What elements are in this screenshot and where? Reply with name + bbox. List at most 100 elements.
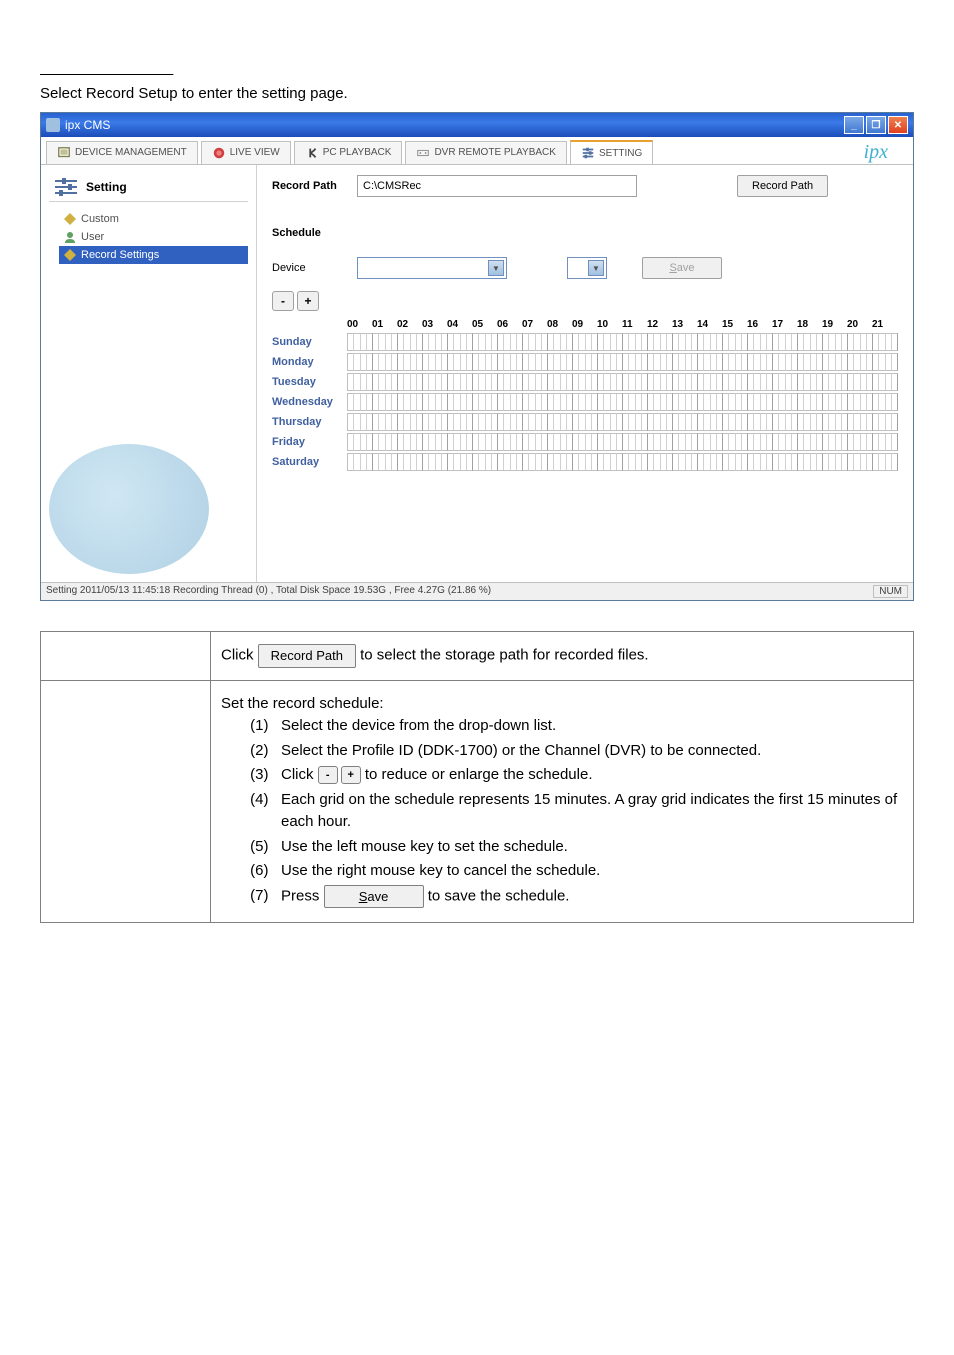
hour-label: 02 <box>397 319 422 330</box>
schedule-grid: 0001020304050607080910111213141516171819… <box>272 319 898 473</box>
close-button[interactable]: ✕ <box>888 116 908 134</box>
inline-zoom-minus: - <box>318 766 338 784</box>
inst-title: Set the record schedule: <box>221 693 903 716</box>
tab-label: LIVE VIEW <box>230 147 280 158</box>
sidebar: Setting Custom User <box>41 165 257 582</box>
hour-labels: 0001020304050607080910111213141516171819… <box>272 319 898 330</box>
grid-cell[interactable] <box>892 433 898 451</box>
sidebar-item-label: Record Settings <box>81 249 159 261</box>
grid-cells[interactable] <box>347 413 898 431</box>
day-label: Tuesday <box>272 376 347 388</box>
grid-cell[interactable] <box>892 373 898 391</box>
app-icon <box>46 118 60 132</box>
hour-label: 00 <box>347 319 372 330</box>
maximize-button[interactable]: ❐ <box>866 116 886 134</box>
sidebar-item-label: User <box>81 231 104 243</box>
inst-text: to reduce or enlarge the schedule. <box>365 766 593 783</box>
profile-dropdown[interactable]: ▼ <box>567 257 607 279</box>
titlebar: ipx CMS _ ❐ ✕ <box>41 113 913 137</box>
tab-setting[interactable]: SETTING <box>570 140 653 164</box>
grid-cells[interactable] <box>347 353 898 371</box>
inline-save-button: Save <box>324 885 424 909</box>
grid-cell[interactable] <box>892 393 898 411</box>
inst-text: Click <box>281 766 318 783</box>
grid-cell[interactable] <box>892 333 898 351</box>
main-panel: Record Path Record Path Schedule Device … <box>257 165 913 582</box>
grid-cell[interactable] <box>892 353 898 371</box>
ipx-logo: ipx <box>864 141 908 164</box>
tab-label: DVR REMOTE PLAYBACK <box>434 147 556 158</box>
record-icon <box>64 249 76 261</box>
tab-bar: DEVICE MANAGEMENT LIVE VIEW PC PLAYBACK … <box>41 137 913 165</box>
day-row: Wednesday <box>272 393 898 411</box>
hour-label: 04 <box>447 319 472 330</box>
grid-cell[interactable] <box>892 453 898 471</box>
device-dropdown[interactable]: ▼ <box>357 257 507 279</box>
tab-device-management[interactable]: DEVICE MANAGEMENT <box>46 141 198 164</box>
tab-dvr-playback[interactable]: DVR REMOTE PLAYBACK <box>405 141 567 164</box>
instruction-table: Click Record Path to select the storage … <box>40 631 914 923</box>
inst-cell-left-2 <box>41 680 211 923</box>
hour-label: 08 <box>547 319 572 330</box>
intro-text: Select Record Setup to enter the setting… <box>40 85 914 102</box>
pc-playback-icon <box>305 146 319 160</box>
hour-label: 19 <box>822 319 847 330</box>
grid-cells[interactable] <box>347 333 898 351</box>
dvr-icon <box>416 146 430 160</box>
intro-underline <box>40 60 173 77</box>
zoom-out-button[interactable]: - <box>272 291 294 311</box>
inst-cell-left-1 <box>41 632 211 681</box>
tab-pc-playback[interactable]: PC PLAYBACK <box>294 141 403 164</box>
chevron-down-icon: ▼ <box>488 260 504 276</box>
sidebar-item-user[interactable]: User <box>59 228 248 246</box>
grid-cells[interactable] <box>347 373 898 391</box>
status-num: NUM <box>873 585 908 598</box>
inst-item: Select the Profile ID (DDK-1700) or the … <box>281 740 903 763</box>
inst-text: to select the storage path for recorded … <box>360 647 649 664</box>
hour-label: 11 <box>622 319 647 330</box>
hour-label: 17 <box>772 319 797 330</box>
inst-cell-right-1: Click Record Path to select the storage … <box>211 632 914 681</box>
grid-cells[interactable] <box>347 453 898 471</box>
custom-icon <box>64 213 76 225</box>
grid-cell[interactable] <box>892 413 898 431</box>
hour-label: 06 <box>497 319 522 330</box>
hour-label: 01 <box>372 319 397 330</box>
record-path-label: Record Path <box>272 180 347 192</box>
sidebar-item-label: Custom <box>81 213 119 225</box>
minimize-button[interactable]: _ <box>844 116 864 134</box>
inst-text: Press <box>281 887 324 904</box>
hour-label: 07 <box>522 319 547 330</box>
tab-label: SETTING <box>599 148 642 159</box>
day-label: Monday <box>272 356 347 368</box>
grid-cells[interactable] <box>347 393 898 411</box>
day-row: Friday <box>272 433 898 451</box>
settings-icon <box>54 178 78 196</box>
inline-zoom-plus: + <box>341 766 361 784</box>
hour-label: 10 <box>597 319 622 330</box>
day-label: Thursday <box>272 416 347 428</box>
inst-item: Use the right mouse key to cancel the sc… <box>281 860 903 883</box>
record-path-input[interactable] <box>357 175 637 197</box>
zoom-in-button[interactable]: + <box>297 291 319 311</box>
globe-image <box>49 444 209 574</box>
window-title: ipx CMS <box>65 118 110 132</box>
sidebar-item-custom[interactable]: Custom <box>59 210 248 228</box>
inst-item: Select the device from the drop-down lis… <box>281 715 903 738</box>
sidebar-item-record-settings[interactable]: Record Settings <box>59 246 248 264</box>
save-button[interactable]: Save <box>642 257 722 279</box>
tab-live-view[interactable]: LIVE VIEW <box>201 141 291 164</box>
chevron-down-icon: ▼ <box>588 260 604 276</box>
inst-item: Click - + to reduce or enlarge the sched… <box>281 764 903 787</box>
sidebar-title: Setting <box>86 180 127 194</box>
hour-label: 14 <box>697 319 722 330</box>
inst-item: Use the left mouse key to set the schedu… <box>281 836 903 859</box>
hour-label: 18 <box>797 319 822 330</box>
grid-cells[interactable] <box>347 433 898 451</box>
day-row: Thursday <box>272 413 898 431</box>
status-bar: Setting 2011/05/13 11:45:18 Recording Th… <box>41 582 913 600</box>
record-path-button[interactable]: Record Path <box>737 175 828 197</box>
day-row: Sunday <box>272 333 898 351</box>
day-label: Saturday <box>272 456 347 468</box>
hour-label: 15 <box>722 319 747 330</box>
